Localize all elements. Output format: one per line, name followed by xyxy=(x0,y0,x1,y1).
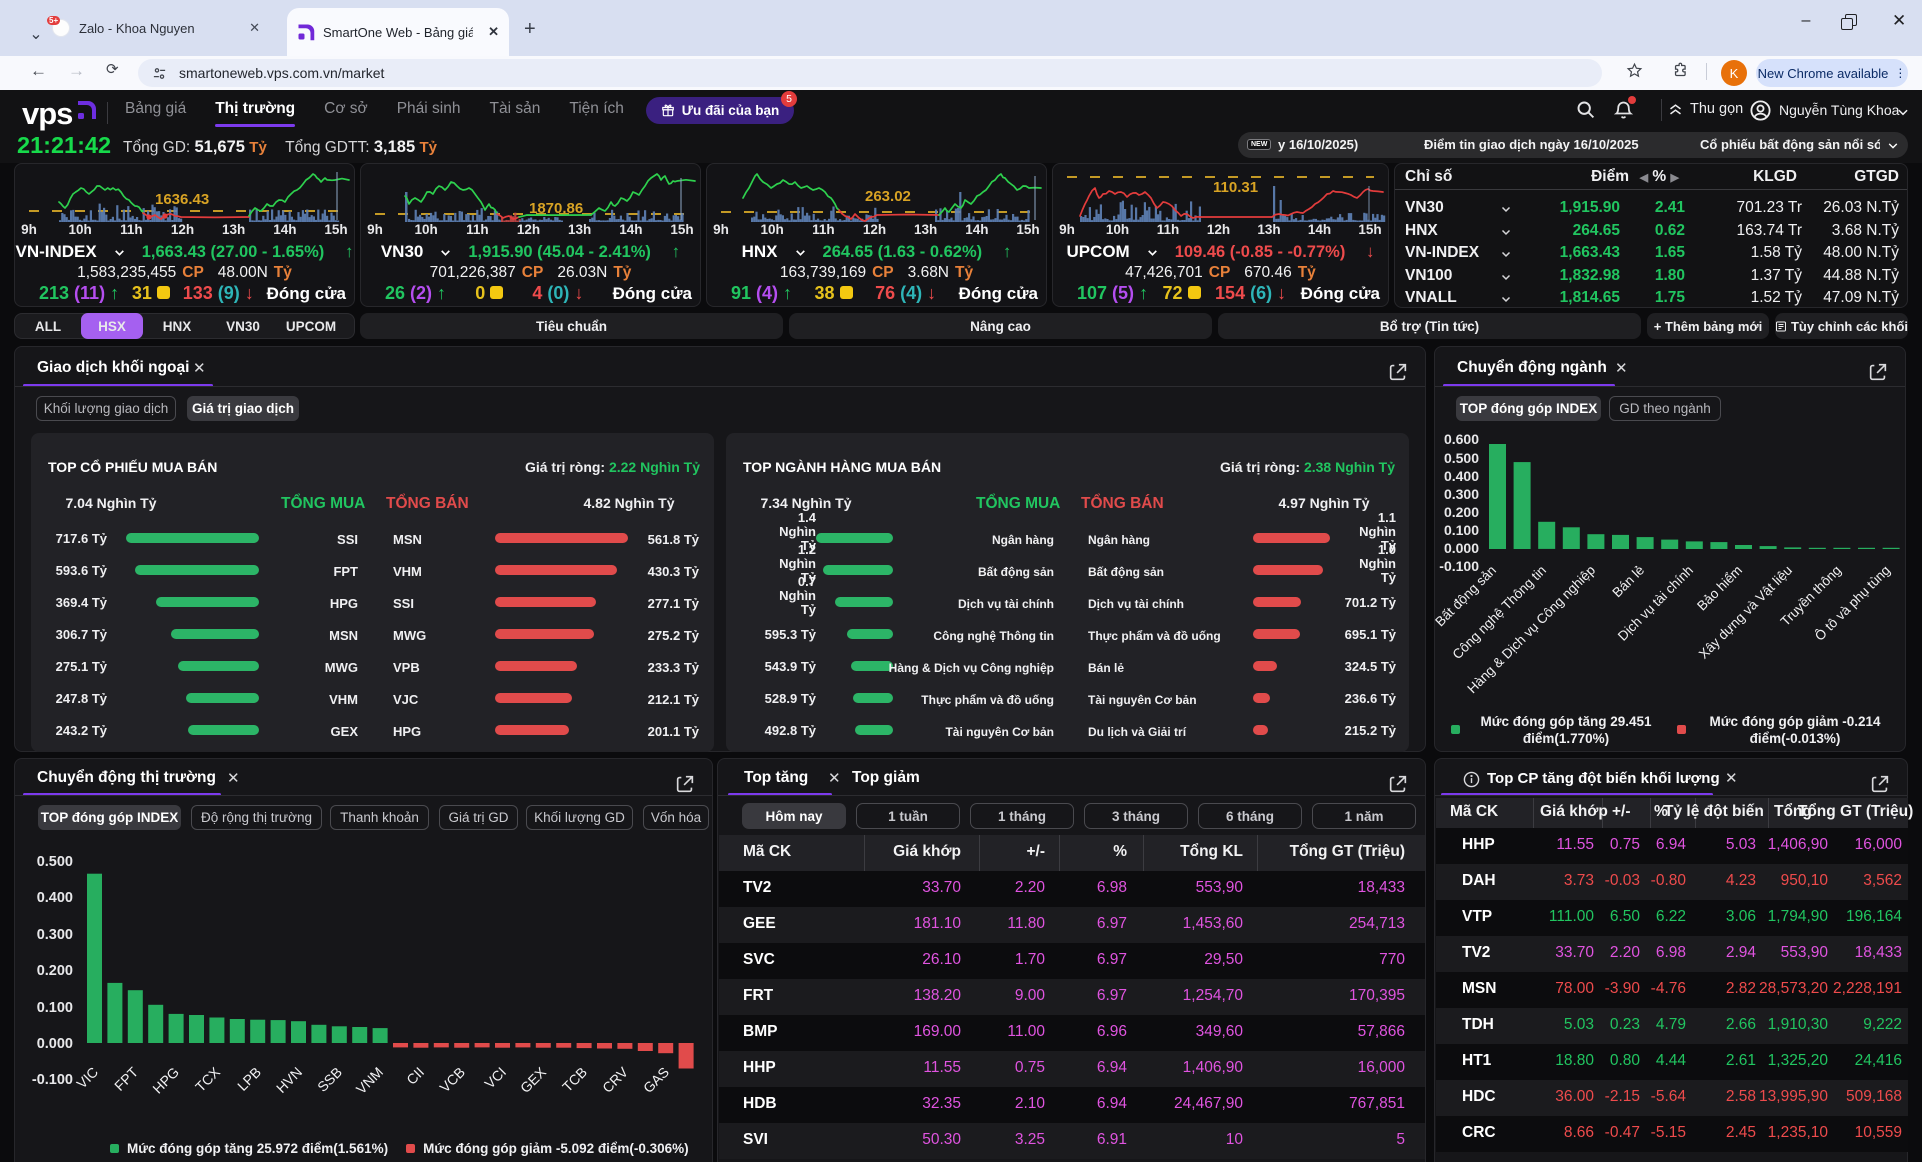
svg-text:0.000: 0.000 xyxy=(1444,540,1479,556)
svg-text:FPT: FPT xyxy=(111,1063,141,1093)
svg-text:0.000: 0.000 xyxy=(37,1036,73,1052)
svg-text:SSB: SSB xyxy=(314,1064,345,1095)
svg-text:Công nghệ Thông tin: Công nghệ Thông tin xyxy=(1450,563,1550,663)
svg-text:0.400: 0.400 xyxy=(1444,468,1479,484)
svg-text:0.200: 0.200 xyxy=(1444,504,1479,520)
svg-text:1870.86: 1870.86 xyxy=(529,200,583,217)
svg-text:Bảo hiểm: Bảo hiểm xyxy=(1694,563,1745,614)
svg-text:VCI: VCI xyxy=(481,1064,509,1092)
svg-text:TCB: TCB xyxy=(559,1064,590,1095)
svg-text:0.300: 0.300 xyxy=(37,927,73,943)
svg-text:Xây dựng và Vật liệu: Xây dựng và Vật liệu xyxy=(1696,563,1795,662)
svg-text:0.100: 0.100 xyxy=(37,1000,73,1016)
svg-text:TCX: TCX xyxy=(192,1063,224,1095)
svg-text:VNM: VNM xyxy=(353,1064,386,1097)
svg-text:0.100: 0.100 xyxy=(1444,522,1479,538)
svg-text:0.400: 0.400 xyxy=(37,890,73,906)
svg-text:VIC: VIC xyxy=(73,1064,101,1092)
svg-text:Bán lẻ: Bán lẻ xyxy=(1609,563,1647,601)
svg-text:0.300: 0.300 xyxy=(1444,486,1479,502)
svg-text:LPB: LPB xyxy=(234,1064,264,1094)
svg-text:0.500: 0.500 xyxy=(37,854,73,870)
svg-text:HVN: HVN xyxy=(273,1064,305,1096)
svg-text:0.200: 0.200 xyxy=(37,963,73,979)
svg-text:CII: CII xyxy=(403,1064,427,1088)
svg-text:VCB: VCB xyxy=(436,1064,468,1096)
svg-text:GEX: GEX xyxy=(517,1063,550,1096)
svg-text:HPG: HPG xyxy=(149,1064,182,1097)
svg-text:-0.100: -0.100 xyxy=(1439,558,1479,574)
svg-text:GAS: GAS xyxy=(640,1064,672,1096)
svg-text:110.31: 110.31 xyxy=(1213,179,1258,196)
svg-text:0.500: 0.500 xyxy=(1444,450,1479,466)
svg-text:0.600: 0.600 xyxy=(1444,431,1479,447)
svg-text:-0.100: -0.100 xyxy=(32,1072,73,1088)
svg-text:263.02: 263.02 xyxy=(865,188,911,205)
svg-text:1636.43: 1636.43 xyxy=(155,191,209,208)
svg-text:CRV: CRV xyxy=(599,1063,632,1096)
